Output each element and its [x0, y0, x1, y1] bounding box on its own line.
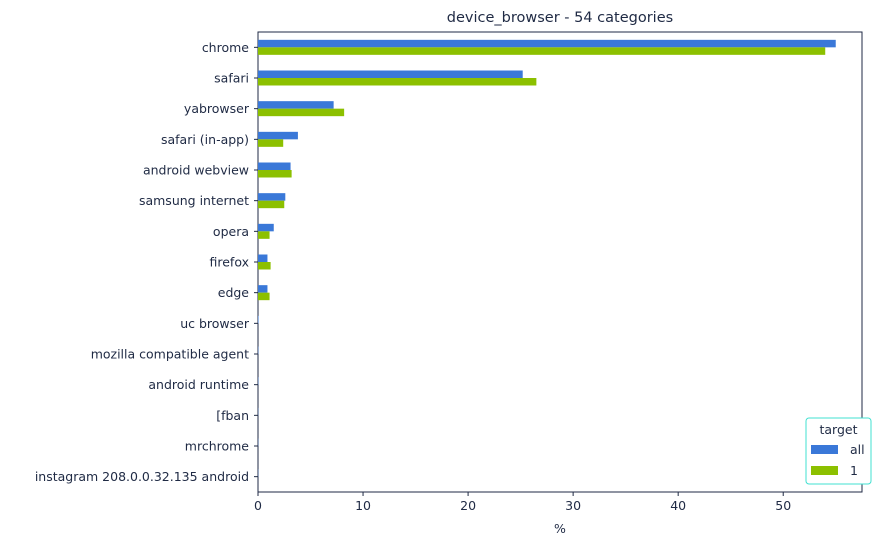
legend[interactable]: target all 1 — [805, 417, 872, 485]
x-axis-label: % — [554, 521, 566, 536]
y-tick-label: safari (in-app) — [161, 132, 249, 147]
x-axis: 0 10 20 30 40 50 — [254, 492, 791, 513]
x-tick-label: 50 — [775, 498, 791, 513]
x-tick-label: 40 — [670, 498, 686, 513]
y-tick-label: firefox — [210, 255, 250, 270]
bar-all-3 — [258, 131, 298, 140]
y-tick-label: mozilla compatible agent — [91, 347, 249, 362]
y-tick-label: safari — [214, 71, 249, 86]
y-tick-label: uc browser — [180, 316, 250, 331]
bar-all-7 — [258, 254, 268, 262]
bar-1-3 — [258, 139, 284, 147]
legend-label-all: all — [850, 442, 865, 457]
legend-label-1: 1 — [850, 463, 858, 478]
legend-title: target — [819, 422, 857, 437]
y-tick-label: samsung internet — [139, 193, 249, 208]
chart-title: device_browser - 54 categories — [447, 10, 673, 26]
bars — [258, 39, 836, 477]
bar-all-8 — [258, 285, 268, 293]
y-axis: chrome safari yabrowser safari (in-app) andr… — [35, 40, 258, 484]
bar-1-8 — [258, 292, 270, 301]
plot-frame — [257, 31, 863, 493]
bar-all-4 — [258, 162, 291, 170]
x-tick-label: 20 — [460, 498, 476, 513]
legend-swatch-1 — [811, 466, 838, 475]
x-tick-label: 30 — [565, 498, 581, 513]
bar-all-6 — [258, 223, 274, 232]
y-tick-label: mrchrome — [185, 439, 250, 454]
bar-1-0 — [258, 47, 826, 55]
y-tick-label: opera — [213, 224, 249, 239]
x-tick-label: 0 — [254, 498, 262, 513]
bar-all-9 — [258, 315, 259, 324]
bar-all-0 — [258, 39, 836, 48]
bar-1-4 — [258, 170, 292, 178]
legend-swatch-all — [811, 445, 838, 454]
bar-all-5 — [258, 193, 286, 201]
y-tick-label: android runtime — [148, 377, 249, 392]
y-tick-label: chrome — [202, 40, 249, 55]
bar-1-1 — [258, 78, 537, 86]
bar-all-2 — [258, 101, 334, 109]
bar-1-2 — [258, 108, 345, 117]
y-tick-label: yabrowser — [184, 101, 250, 116]
bar-1-5 — [258, 200, 285, 209]
x-tick-label: 10 — [355, 498, 371, 513]
y-tick-label: android webview — [143, 163, 249, 178]
bar-1-7 — [258, 262, 271, 270]
bar-all-1 — [258, 70, 523, 78]
y-tick-label: instagram 208.0.0.32.135 android — [35, 469, 249, 484]
y-tick-label: [fban — [216, 408, 249, 423]
y-tick-label: edge — [218, 285, 250, 300]
bar-1-6 — [258, 231, 270, 239]
